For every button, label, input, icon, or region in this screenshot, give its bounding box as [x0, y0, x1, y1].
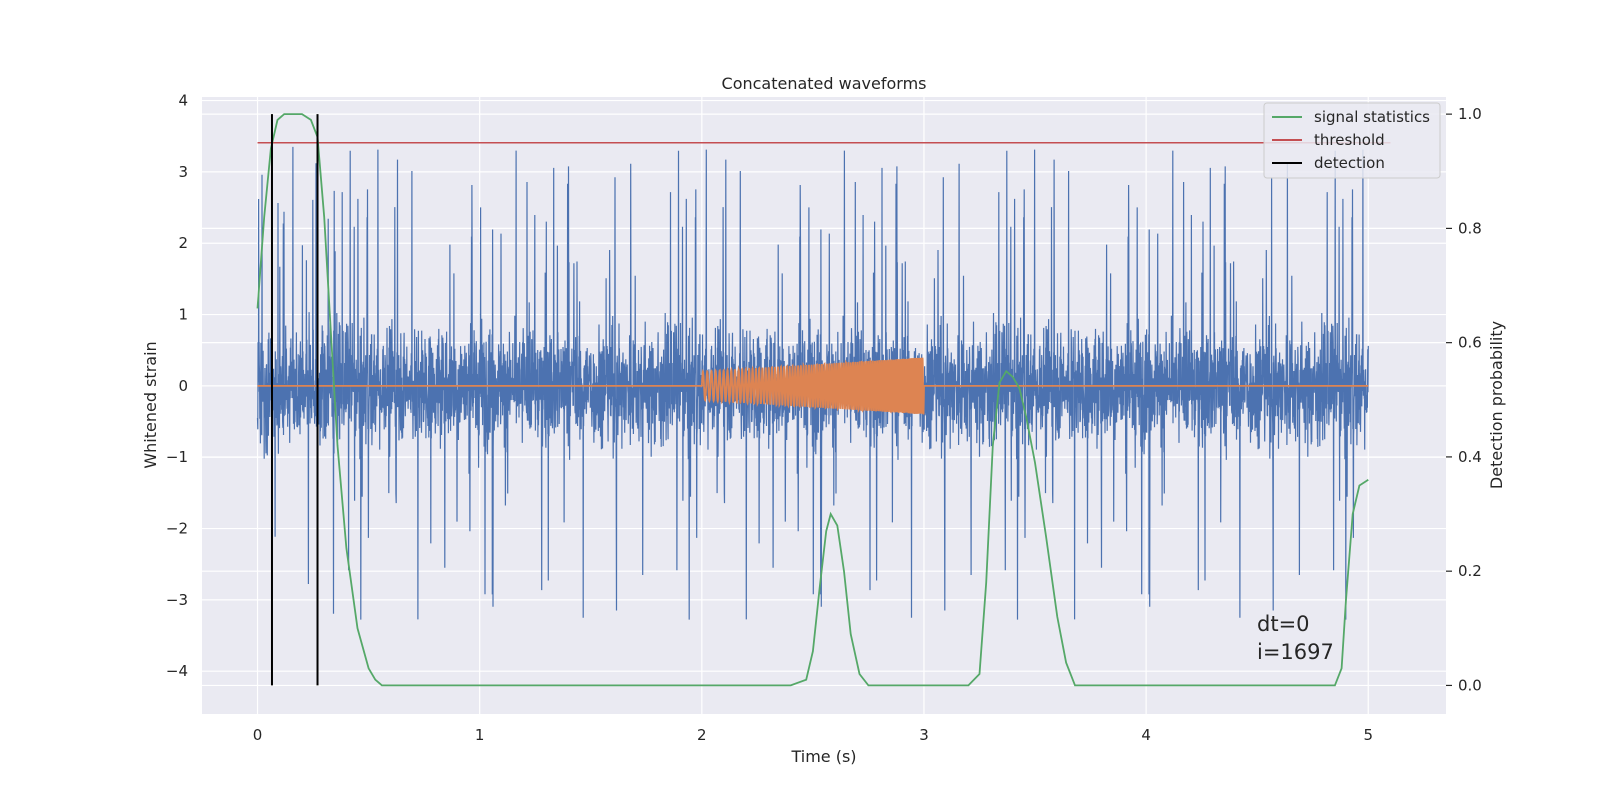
- chart-marks: [256, 113, 1391, 687]
- axes: 0 1 2 3 4 5 4 3 2 1 0 −1 −2 −3 −4 1.0 0.8 0.6 0.4 0.2 0.0: [166, 92, 1482, 744]
- y-axis-label-right: Detection probability: [1487, 321, 1506, 489]
- y-tick-label-right: 1.0: [1458, 105, 1482, 123]
- y-tick-label: 0: [178, 377, 188, 395]
- y-tick-label-right: 0.0: [1458, 676, 1482, 694]
- x-tick-label: 1: [475, 726, 485, 744]
- template-chirp-line: [257, 357, 1369, 415]
- x-tick-label: 0: [253, 726, 263, 744]
- legend-label-detection: detection: [1314, 154, 1385, 172]
- y-axis-label: Whitened strain: [141, 341, 160, 468]
- signal-statistics-line: [256, 113, 1369, 687]
- y-tick-label-right: 0.4: [1458, 448, 1482, 466]
- annotation-index: i=1697: [1257, 640, 1334, 664]
- legend-label-threshold: threshold: [1314, 131, 1385, 149]
- y-tick-label: 3: [178, 163, 188, 181]
- y-tick-label: −2: [166, 520, 188, 538]
- y-tick-label-right: 0.8: [1458, 219, 1482, 237]
- x-tick-label: 5: [1363, 726, 1373, 744]
- y-tick-label: 1: [178, 306, 188, 324]
- y-tick-label: −1: [166, 448, 188, 466]
- y-tick-label-right: 0.2: [1458, 562, 1482, 580]
- legend-label-signal-statistics: signal statistics: [1314, 108, 1430, 126]
- annotation-dt: dt=0: [1257, 612, 1310, 636]
- legend-box: [1263, 102, 1441, 179]
- legend: signal statistics threshold detection: [1263, 102, 1441, 179]
- y-tick-label: −3: [166, 591, 188, 609]
- x-axis-label: Time (s): [790, 747, 856, 766]
- y-tick-label-right: 0.6: [1458, 334, 1482, 352]
- y-tick-label: 4: [178, 92, 188, 110]
- chart-title: Concatenated waveforms: [722, 74, 927, 93]
- x-tick-label: 3: [919, 726, 929, 744]
- x-tick-label: 2: [697, 726, 707, 744]
- x-tick-label: 4: [1141, 726, 1151, 744]
- y-tick-label: 2: [178, 234, 188, 252]
- strain-noise-line: [256, 146, 1369, 620]
- y-tick-label: −4: [166, 662, 188, 680]
